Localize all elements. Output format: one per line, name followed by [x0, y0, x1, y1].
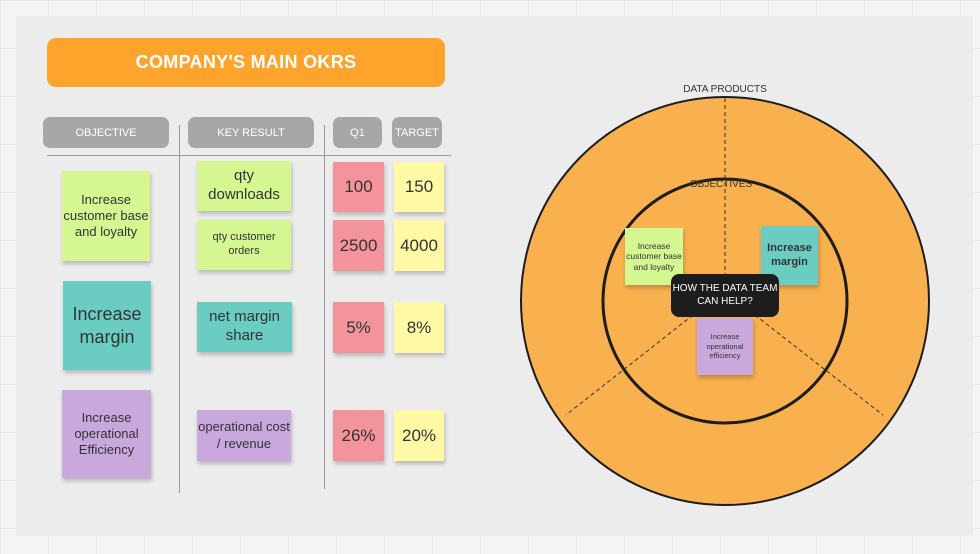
- q1-value-sticky[interactable]: 5%: [333, 302, 384, 353]
- diagram-note-margin[interactable]: Increase margin: [761, 226, 818, 285]
- diagram-note-efficiency[interactable]: Increase operational efficiency: [697, 318, 753, 375]
- column-divider: [179, 125, 180, 493]
- objective-sticky-customer[interactable]: Increase customer base and loyalty: [62, 171, 150, 261]
- page-title[interactable]: COMPANY'S MAIN OKRS: [47, 38, 445, 87]
- q1-value-sticky[interactable]: 2500: [333, 220, 384, 271]
- target-value-sticky[interactable]: 8%: [394, 302, 444, 353]
- objective-sticky-efficiency[interactable]: Increase operational Efficiency: [62, 390, 151, 478]
- header-objective[interactable]: OBJECTIVE: [43, 117, 169, 148]
- key-result-sticky[interactable]: qty downloads: [197, 161, 291, 211]
- column-divider: [324, 125, 325, 489]
- inner-ring-label: OBJECTIVES: [690, 179, 753, 190]
- target-value-sticky[interactable]: 150: [394, 162, 444, 212]
- divider-line: [754, 314, 884, 416]
- q1-value-sticky[interactable]: 26%: [333, 410, 384, 461]
- key-result-sticky[interactable]: operational cost / revenue: [197, 410, 291, 461]
- header-key-result[interactable]: KEY RESULT: [188, 117, 314, 148]
- outer-ring-label: DATA PRODUCTS: [683, 84, 767, 95]
- key-result-sticky[interactable]: qty customer orders: [197, 220, 291, 270]
- q1-value-sticky[interactable]: 100: [333, 162, 384, 212]
- objective-sticky-margin[interactable]: Increase margin: [63, 281, 151, 370]
- header-q1[interactable]: Q1: [333, 117, 382, 148]
- target-value-sticky[interactable]: 20%: [394, 410, 444, 461]
- header-target[interactable]: TARGET: [392, 117, 442, 148]
- key-result-sticky[interactable]: net margin share: [197, 302, 292, 352]
- center-question-label[interactable]: HOW THE DATA TEAM CAN HELP?: [671, 274, 779, 317]
- divider-line: [565, 314, 694, 416]
- target-value-sticky[interactable]: 4000: [394, 220, 444, 271]
- table-divider: [47, 155, 451, 156]
